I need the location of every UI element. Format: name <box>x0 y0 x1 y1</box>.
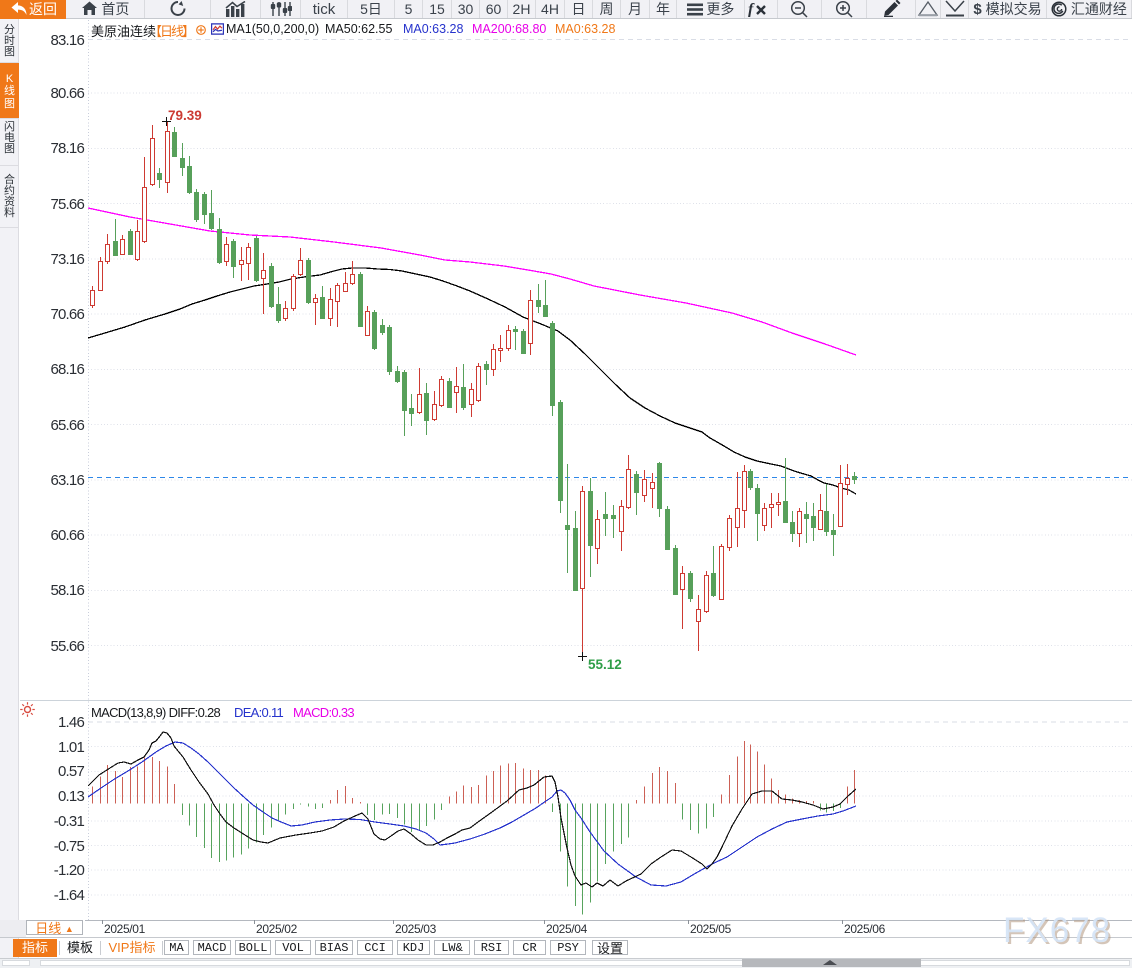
svg-text:55.12: 55.12 <box>588 657 622 672</box>
svg-text:79.39: 79.39 <box>168 108 202 123</box>
svg-text:f: f <box>748 1 755 17</box>
